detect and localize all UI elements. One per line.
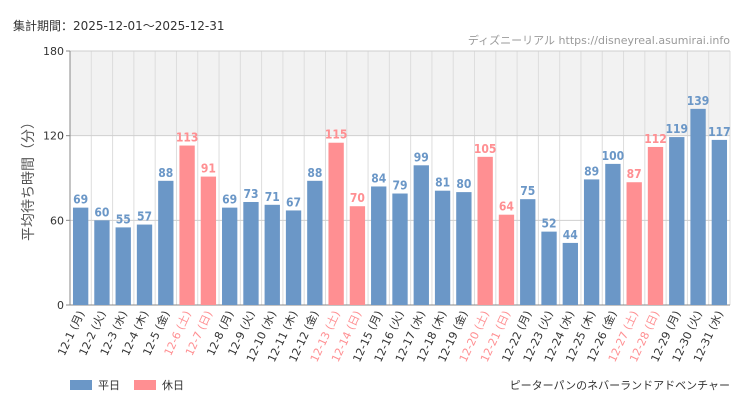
data-label: 112 xyxy=(644,132,667,146)
data-label: 117 xyxy=(708,125,731,139)
bar xyxy=(690,108,706,305)
bar xyxy=(115,227,131,305)
bar xyxy=(626,182,642,305)
bar xyxy=(243,201,259,305)
bar xyxy=(179,145,195,305)
bar xyxy=(285,210,302,305)
bar xyxy=(264,204,280,305)
data-label: 84 xyxy=(371,171,387,185)
data-label: 87 xyxy=(627,167,642,181)
bar xyxy=(392,193,408,305)
y-tick-label: 0 xyxy=(57,299,64,312)
y-axis-label: 平均待ち時間（分） xyxy=(21,115,37,241)
data-label: 44 xyxy=(563,228,579,242)
bar xyxy=(605,163,621,305)
data-label: 60 xyxy=(94,205,109,219)
bar xyxy=(669,137,685,305)
legend-item-weekday: 平日 xyxy=(70,377,120,393)
bar xyxy=(434,190,451,305)
bar xyxy=(498,214,515,305)
data-label: 75 xyxy=(520,184,535,198)
data-label: 88 xyxy=(158,166,173,180)
bar xyxy=(200,176,217,305)
shaded-band xyxy=(70,51,730,136)
data-label: 73 xyxy=(243,187,258,201)
bar xyxy=(413,165,429,305)
data-label: 70 xyxy=(350,191,365,205)
bar xyxy=(520,199,536,305)
legend: 平日 休日 xyxy=(70,377,198,393)
y-tick-label: 180 xyxy=(43,45,64,58)
data-label: 81 xyxy=(435,176,450,190)
data-label: 99 xyxy=(414,150,429,164)
data-label: 55 xyxy=(116,212,131,226)
bar xyxy=(456,192,472,305)
data-label: 91 xyxy=(201,162,216,176)
data-label: 57 xyxy=(137,210,152,224)
legend-label-weekday: 平日 xyxy=(98,379,120,392)
data-label: 79 xyxy=(392,179,407,193)
data-label: 80 xyxy=(456,177,471,191)
bar xyxy=(562,242,578,305)
legend-swatch-weekday xyxy=(70,380,92,390)
bar xyxy=(94,220,110,305)
data-label: 105 xyxy=(474,142,497,156)
attraction-name: ピーターパンのネバーランドアドベンチャー xyxy=(509,379,730,392)
data-label: 113 xyxy=(176,131,199,145)
site-label[interactable]: ディズニーリアル https://disneyreal.asumirai.inf… xyxy=(467,34,730,47)
y-tick-label: 60 xyxy=(50,214,64,227)
legend-item-holiday: 休日 xyxy=(134,377,184,393)
bar xyxy=(307,180,323,305)
bar xyxy=(583,179,600,305)
bar xyxy=(72,207,89,305)
bar xyxy=(541,231,557,305)
data-label: 69 xyxy=(73,193,88,207)
data-label: 69 xyxy=(222,193,237,207)
data-label: 67 xyxy=(286,195,301,209)
bar xyxy=(328,142,344,305)
bar xyxy=(158,180,174,305)
data-label: 139 xyxy=(687,94,710,108)
period-label: 集計期間：2025-12-01～2025-12-31 xyxy=(13,19,225,33)
data-label: 115 xyxy=(325,128,348,142)
bar xyxy=(222,207,238,305)
data-label: 52 xyxy=(542,217,557,231)
data-label: 64 xyxy=(499,200,515,214)
bar xyxy=(477,156,493,305)
bar xyxy=(136,224,153,305)
data-label: 88 xyxy=(307,166,322,180)
data-label: 89 xyxy=(584,164,599,178)
bar xyxy=(349,206,366,305)
bar xyxy=(711,139,728,305)
legend-label-holiday: 休日 xyxy=(162,379,184,392)
data-label: 71 xyxy=(265,190,280,204)
data-label: 100 xyxy=(602,149,625,163)
data-label: 119 xyxy=(666,122,689,136)
y-tick-label: 120 xyxy=(43,130,64,143)
bar xyxy=(647,146,664,305)
bar xyxy=(371,186,387,305)
legend-swatch-holiday xyxy=(134,380,156,390)
